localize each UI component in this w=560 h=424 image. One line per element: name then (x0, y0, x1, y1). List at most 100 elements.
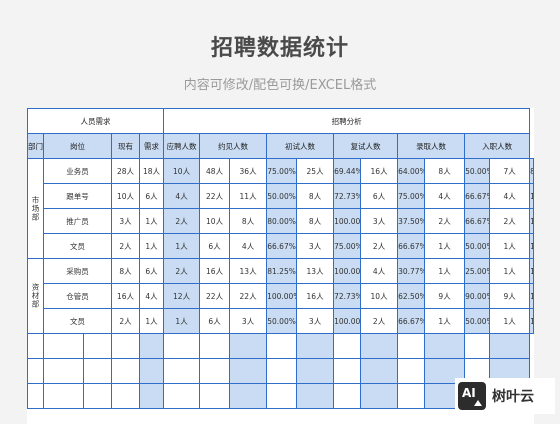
table-cell: 16人 (111, 283, 140, 309)
table-cell: 100.00% (529, 183, 534, 209)
col-hired: 录取人数 (397, 133, 466, 159)
col-first: 初试人数 (266, 133, 335, 159)
table-cell: 90.00% (464, 283, 491, 309)
table-cell: 2人 (111, 308, 140, 334)
empty-cell (27, 383, 44, 409)
empty-cell (138, 383, 165, 409)
table-cell: 62.50% (397, 283, 426, 309)
empty-row (27, 383, 534, 409)
table-cell: 文员 (43, 233, 112, 259)
empty-cell (360, 383, 399, 409)
empty-cell (397, 358, 426, 384)
header-analysis: 招聘分析 (163, 108, 531, 134)
empty-cell (333, 333, 362, 359)
table-cell: 10人 (111, 183, 140, 209)
table-cell: 1人 (424, 258, 466, 284)
table-cell: 80.00% (266, 208, 298, 234)
empty-cell (489, 333, 531, 359)
col-applicants: 应聘人数 (163, 133, 201, 159)
empty-cell (111, 383, 140, 409)
table-cell: 100.00% (529, 308, 534, 334)
table-cell: 75.00% (266, 158, 298, 184)
empty-cell (163, 383, 201, 409)
table-cell: 8人 (296, 183, 335, 209)
empty-cell (83, 333, 112, 359)
table-cell: 13人 (229, 258, 268, 284)
table-cell: 3人 (229, 308, 268, 334)
empty-cell (424, 333, 466, 359)
empty-cell (360, 333, 399, 359)
empty-cell (43, 358, 84, 384)
table-cell: 66.67% (464, 208, 491, 234)
table-cell: 10人 (199, 208, 231, 234)
table-cell: 采购员 (43, 258, 112, 284)
empty-cell (360, 358, 399, 384)
empty-cell (163, 333, 201, 359)
table-cell: 64.00% (397, 158, 426, 184)
col-position: 岗位 (43, 133, 112, 159)
table-row: 资材部采购员8人6人2人16人13人81.25%13人100.00%4人30.7… (27, 258, 534, 334)
col-onboard: 入职人数 (464, 133, 531, 159)
empty-cell (333, 383, 362, 409)
table-cell: 66.67% (397, 308, 426, 334)
table-cell: 25人 (296, 158, 335, 184)
table-cell: 业务员 (43, 158, 112, 184)
recruitment-table-container: 人员需求 招聘分析 部门 岗位 现有 需求 应聘人数 约见人数 初试人数 复试人… (27, 108, 534, 424)
table-cell: 9人 (489, 283, 531, 309)
table-row: 市场部 业务员 28人 18人 10人 48人 36人 75.00% 25人 69.44% 16人 6… (27, 158, 534, 259)
table-row: 文员2人1人1人6人3人50.00%3人100.00%2人66.67%1人50.… (28, 308, 534, 334)
empty-cell (424, 358, 466, 384)
table-cell: 6人 (199, 233, 231, 259)
table-cell: 50.00% (266, 183, 298, 209)
table-cell: 4人 (424, 183, 466, 209)
table-cell: 4人 (138, 283, 165, 309)
table-cell: 6人 (138, 258, 165, 284)
table-cell: 4人 (229, 233, 268, 259)
header-demand: 人员需求 (27, 108, 165, 134)
empty-cell (83, 383, 112, 409)
table-cell: 50.00% (464, 233, 491, 259)
empty-row (27, 333, 534, 359)
table-cell: 100.00% (529, 283, 534, 309)
empty-cell (43, 383, 84, 409)
table-cell: 22人 (199, 183, 231, 209)
page-title: 招聘数据统计 (210, 36, 349, 61)
table-cell: 100.00% (333, 308, 362, 334)
empty-cell (296, 358, 335, 384)
empty-cell (138, 358, 165, 384)
table-cell: 48人 (199, 158, 231, 184)
empty-cell (27, 358, 44, 384)
table-cell: 100.00% (333, 208, 362, 234)
recruitment-table: 人员需求 招聘分析 部门 岗位 现有 需求 应聘人数 约见人数 初试人数 复试人… (27, 108, 534, 409)
table-cell: 4人 (489, 183, 531, 209)
table-cell: 100.00% (529, 208, 534, 234)
empty-cell (163, 358, 201, 384)
brand-logo: AI 树叶云 (455, 378, 555, 414)
empty-cell (111, 333, 140, 359)
empty-cell (27, 333, 44, 359)
department-cell: 市场部 (27, 158, 44, 259)
header-group-row: 人员需求 招聘分析 (27, 108, 534, 134)
empty-cell (333, 358, 362, 384)
empty-cell (138, 333, 165, 359)
table-cell: 4人 (163, 183, 201, 209)
ai-logo-icon: AI (458, 382, 486, 410)
table-cell: 8人 (296, 208, 335, 234)
table-cell: 87.50% (529, 158, 534, 184)
table-cell: 2人 (489, 208, 531, 234)
table-cell: 28人 (111, 158, 140, 184)
empty-cell (397, 333, 426, 359)
empty-cell (296, 333, 335, 359)
table-row: 推广员3人1人2人10人8人80.00%8人100.00%3人37.50%2人6… (28, 208, 534, 234)
empty-cell (296, 383, 335, 409)
table-cell: 1人 (138, 308, 165, 334)
table-cell: 1人 (138, 208, 165, 234)
logo-mark-text: AI (462, 386, 476, 400)
table-cell: 2人 (360, 233, 399, 259)
table-cell: 6人 (360, 183, 399, 209)
table-cell: 25.00% (464, 258, 491, 284)
table-cell: 3人 (296, 308, 335, 334)
empty-cell (199, 333, 231, 359)
table-cell: 3人 (111, 208, 140, 234)
table-cell: 8人 (229, 208, 268, 234)
